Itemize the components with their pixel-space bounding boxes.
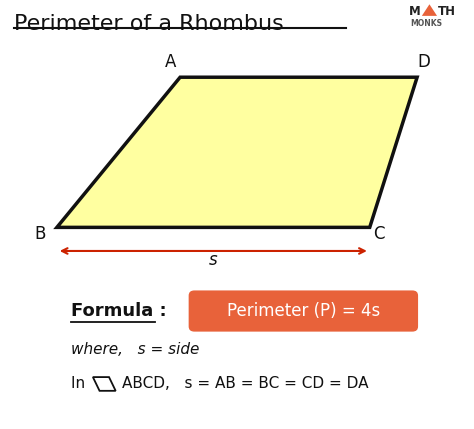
Text: where,   s = side: where, s = side bbox=[71, 342, 200, 357]
Polygon shape bbox=[57, 77, 417, 227]
Text: B: B bbox=[35, 225, 46, 243]
Polygon shape bbox=[422, 4, 437, 16]
Text: M: M bbox=[409, 5, 420, 18]
Text: MONKS: MONKS bbox=[410, 19, 443, 27]
Text: C: C bbox=[374, 225, 385, 243]
Text: ABCD,   s = AB = BC = CD = DA: ABCD, s = AB = BC = CD = DA bbox=[122, 377, 369, 391]
FancyBboxPatch shape bbox=[189, 290, 418, 332]
Text: TH: TH bbox=[438, 5, 456, 18]
Text: D: D bbox=[418, 53, 431, 71]
Text: s: s bbox=[209, 251, 218, 269]
Text: Formula :: Formula : bbox=[71, 302, 167, 320]
Text: In: In bbox=[71, 377, 90, 391]
Text: A: A bbox=[165, 53, 176, 71]
Text: Perimeter (P) = 4s: Perimeter (P) = 4s bbox=[227, 302, 380, 320]
Text: Perimeter of a Rhombus: Perimeter of a Rhombus bbox=[14, 14, 284, 34]
